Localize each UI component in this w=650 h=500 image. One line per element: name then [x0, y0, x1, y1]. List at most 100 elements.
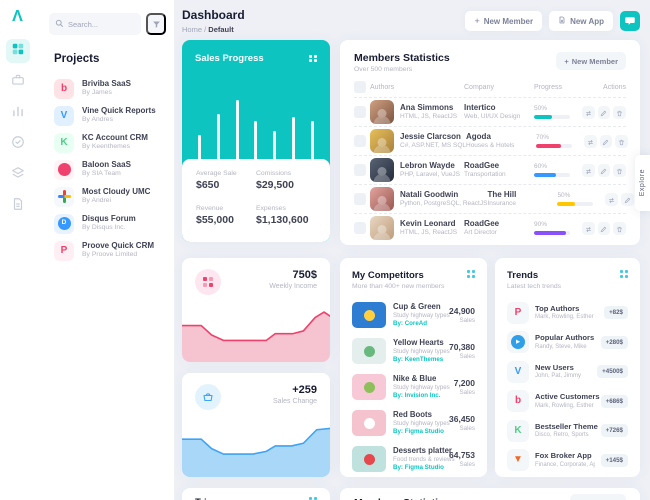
- competitor-thumbnail: [352, 302, 386, 328]
- project-icon: [54, 186, 74, 207]
- company-name: RoadGee: [464, 218, 500, 228]
- project-icon: P: [54, 240, 74, 261]
- company-field: Web, UI/UX Design: [464, 112, 521, 120]
- competitor-title[interactable]: Yellow Hearts: [393, 337, 444, 347]
- explore-tab[interactable]: Explore: [635, 155, 650, 211]
- edit-action-button[interactable]: [597, 105, 611, 120]
- rail-item-layers[interactable]: [6, 163, 30, 187]
- competitor-sales-unit: Sales: [459, 461, 475, 468]
- filter-button[interactable]: [146, 13, 166, 35]
- competitor-author-link[interactable]: By: Figma Studio: [393, 464, 444, 472]
- edit-action-button[interactable]: [621, 192, 634, 206]
- project-list-item[interactable]: V Vine Quick Reports By Andres: [49, 102, 166, 129]
- switch-action-button[interactable]: [605, 192, 619, 207]
- document-icon: [11, 197, 25, 216]
- trend-title[interactable]: Popular Authors: [535, 333, 595, 343]
- author-name[interactable]: Ana Simmons: [400, 102, 454, 112]
- switch-action-button[interactable]: [581, 221, 595, 236]
- select-all-checkbox[interactable]: [354, 81, 366, 93]
- project-list-item[interactable]: Baloon SaaS By SIA Team: [49, 156, 166, 183]
- search-input[interactable]: [68, 19, 135, 29]
- project-list-item[interactable]: Most Cloudy UMC By Andrei: [49, 183, 166, 210]
- competitor-title[interactable]: Nike & Blue: [393, 373, 437, 383]
- trend-title[interactable]: Top Authors: [535, 303, 580, 313]
- competitor-title[interactable]: Red Boots: [393, 409, 432, 419]
- table-header: Authors Company Progress Actions: [354, 77, 626, 97]
- project-owner: By Andrei: [82, 197, 112, 205]
- author-name[interactable]: Kevin Leonard: [400, 218, 456, 228]
- project-list-item[interactable]: D Disqus Forum By Disqus Inc.: [49, 210, 166, 237]
- author-name[interactable]: Natali Goodwin: [400, 189, 459, 199]
- page-header: Dashboard Home / Default + New Member Ne…: [182, 8, 640, 34]
- delete-action-button[interactable]: [615, 134, 628, 149]
- breadcrumb-home[interactable]: Home: [182, 25, 203, 34]
- switch-action-button[interactable]: [581, 105, 595, 119]
- trend-badge: +726$: [600, 424, 628, 438]
- switch-action-button[interactable]: [581, 163, 595, 177]
- competitor-title[interactable]: Cup & Green: [393, 301, 441, 311]
- funnel-icon: [152, 17, 161, 32]
- trend-title[interactable]: Fox Broker App: [535, 451, 592, 461]
- row-checkbox[interactable]: [354, 164, 366, 176]
- rail-item-dashboard[interactable]: [5, 39, 30, 63]
- delete-action-button[interactable]: [613, 105, 626, 119]
- competitor-author-link[interactable]: By: CoreAd: [393, 320, 428, 328]
- switch-action-button[interactable]: [583, 134, 597, 148]
- table-row: Natali Goodwin Python, PostgreSQL, React…: [354, 184, 650, 213]
- project-list-item[interactable]: b Briviba SaaS By James: [49, 75, 166, 102]
- row-checkbox[interactable]: [354, 135, 366, 147]
- new-app-button[interactable]: New App: [549, 11, 613, 31]
- new-member-button[interactable]: + New Member: [465, 11, 543, 31]
- pencil-icon: [600, 105, 607, 120]
- trend-title[interactable]: New Users: [535, 362, 574, 372]
- members-new-member-button[interactable]: + New Member: [556, 52, 626, 70]
- card-menu-dots-icon[interactable]: [309, 497, 317, 500]
- edit-action-button[interactable]: [597, 221, 611, 236]
- table-row: Ana Simmons HTML, JS, ReactJS Intertico …: [354, 97, 626, 126]
- delete-action-button[interactable]: [613, 221, 626, 235]
- card-menu-dots-icon[interactable]: [620, 270, 628, 278]
- competitor-author-link[interactable]: By: KeenThemes: [393, 356, 444, 364]
- author-name[interactable]: Lebron Wayde: [400, 160, 455, 170]
- stat-average-sale: Average Sale $650: [196, 170, 237, 191]
- rail-item-reports[interactable]: [6, 101, 30, 125]
- switch-icon: [585, 221, 592, 236]
- trend-badge: +145$: [600, 453, 628, 467]
- card-menu-dots-icon[interactable]: [467, 270, 475, 278]
- check-circle-icon: [11, 135, 25, 154]
- row-checkbox[interactable]: [354, 193, 366, 205]
- competitor-title[interactable]: Desserts platter: [393, 445, 452, 455]
- page-title: Dashboard: [182, 8, 245, 22]
- project-list-item[interactable]: K KC Account CRM By Keenthemes: [49, 129, 166, 156]
- competitor-author-link[interactable]: By: Invision Inc.: [393, 392, 441, 400]
- quick-actions-button[interactable]: [620, 11, 640, 31]
- trend-badge: +280$: [600, 335, 628, 349]
- trend-title[interactable]: Bestseller Theme: [535, 421, 598, 431]
- competitors-title: My Competitors: [352, 270, 424, 281]
- row-checkbox[interactable]: [354, 222, 366, 234]
- switch-icon: [608, 192, 615, 207]
- progress-bar: [534, 173, 570, 177]
- pencil-icon: [600, 221, 607, 236]
- competitor-author-link[interactable]: By: Figma Studio: [393, 428, 444, 436]
- trend-badge: +4500$: [597, 365, 628, 379]
- rail-item-documents[interactable]: [6, 194, 30, 218]
- partial-button[interactable]: [570, 494, 626, 500]
- rail-item-tasks[interactable]: [6, 132, 30, 156]
- card-menu-dots-icon[interactable]: [309, 54, 317, 63]
- plus-icon: +: [474, 16, 480, 26]
- trend-brand-icon: ▼: [507, 449, 529, 472]
- project-list-item[interactable]: P Proove Quick CRM By Proove Limited: [49, 237, 166, 264]
- rail-item-projects[interactable]: [6, 70, 30, 94]
- breadcrumb-current: Default: [208, 25, 234, 34]
- edit-action-button[interactable]: [599, 134, 613, 148]
- table-row: Jessie Clarcson C#, ASP.NET, MS SQL Agod…: [354, 126, 628, 155]
- delete-action-button[interactable]: [613, 163, 626, 177]
- row-checkbox[interactable]: [354, 106, 366, 118]
- edit-action-button[interactable]: [597, 163, 611, 177]
- project-owner: By SIA Team: [82, 170, 121, 178]
- trends-card: Trends Latest tech trends P Top Authors …: [495, 258, 640, 477]
- author-name[interactable]: Jessie Clarcson: [400, 131, 461, 141]
- trend-title[interactable]: Active Customers: [535, 392, 600, 402]
- trash-icon: [618, 134, 625, 149]
